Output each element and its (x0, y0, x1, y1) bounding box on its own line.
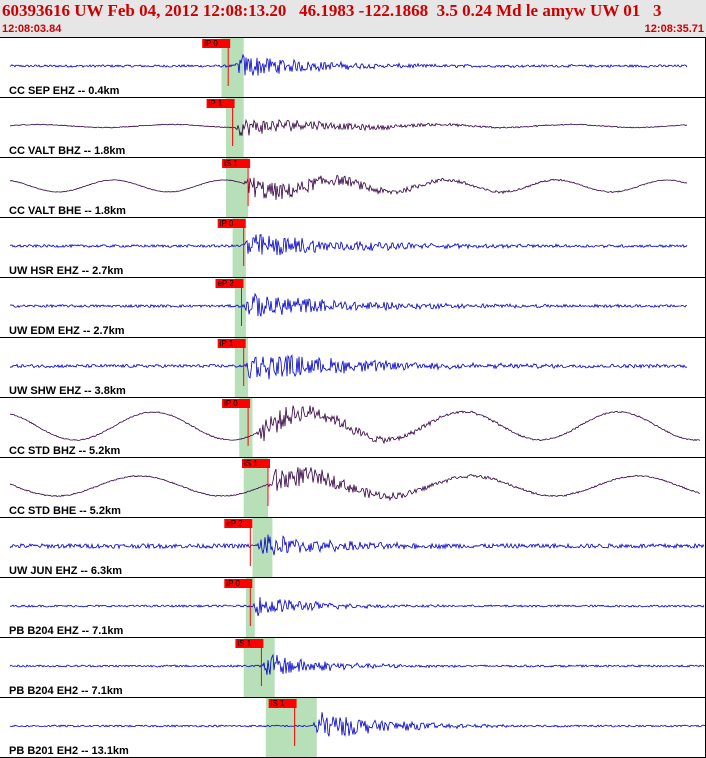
pick-label: iP 0 (220, 219, 234, 228)
waveform (9, 354, 688, 380)
pick-label: iP 0 (224, 399, 238, 408)
trace-panel-5: eP 2 UW EDM EHZ -- 2.7km (0, 278, 706, 338)
pick-tab (268, 699, 297, 708)
event-title: 60393616 UW Feb 04, 2012 12:08:13.20 46.… (2, 1, 662, 20)
waveform (9, 405, 701, 445)
trace-panel-8: iS 1 CC STD BHE -- 5.2km (0, 458, 706, 518)
trace-panel-10: iP 0 PB B204 EHZ -- 7.1km (0, 578, 706, 638)
pick-window (252, 518, 273, 578)
station-label: UW EDM EHZ -- 2.7km (9, 325, 125, 337)
window-start-time: 12:08:03.84 (2, 23, 62, 35)
pick-tab (217, 219, 246, 228)
pick-tab (206, 99, 235, 108)
pick-label: iS 1 (237, 639, 251, 648)
pick-label: iP 1 (209, 99, 223, 108)
pick-tab (224, 519, 253, 528)
trace-panel-7: iP 0 CC STD BHZ -- 5.2km (0, 398, 706, 458)
station-label: UW JUN EHZ -- 6.3km (9, 565, 122, 577)
station-label: PB B204 EH2 -- 7.1km (9, 685, 123, 697)
waveform (9, 534, 705, 556)
pick-window (221, 38, 244, 98)
station-label: CC STD BHZ -- 5.2km (9, 445, 120, 457)
station-label: CC VALT BHE -- 1.8km (9, 205, 126, 217)
pick-label: iS 1 (271, 699, 285, 708)
pick-label: iP 0 (204, 39, 218, 48)
station-label: CC SEP EHZ -- 0.4km (9, 85, 120, 97)
pick-tab (222, 399, 251, 408)
trace-panel-3: iS 1 CC VALT BHE -- 1.8km (0, 158, 706, 218)
pick-window (226, 98, 244, 158)
waveform (10, 174, 688, 201)
waveform (9, 53, 688, 76)
pick-label: iS 1 (244, 459, 258, 468)
waveform (9, 292, 688, 317)
station-label: PB B201 EH2 -- 13.1km (9, 745, 129, 757)
trace-panel-2: iP 1 CC VALT BHZ -- 1.8km (0, 98, 706, 158)
pick-tab (224, 579, 253, 588)
pick-tab (235, 639, 264, 648)
pick-window (232, 218, 246, 278)
station-label: UW SHW EHZ -- 3.8km (9, 385, 126, 397)
pick-label: iS 1 (224, 159, 238, 168)
waveform (9, 233, 688, 256)
pick-label: iP 0 (226, 579, 240, 588)
event-header: 60393616 UW Feb 04, 2012 12:08:13.20 46.… (0, 0, 706, 38)
pick-window (234, 278, 246, 338)
trace-panel-9: eP 2 UW JUN EHZ -- 6.3km (0, 518, 706, 578)
pick-window (234, 338, 249, 398)
pick-label: iP 1 (220, 339, 234, 348)
station-label: CC VALT BHZ -- 1.8km (9, 145, 126, 157)
pick-tab (222, 159, 251, 168)
pick-tab (215, 279, 244, 288)
station-label: UW HSR EHZ -- 2.7km (9, 265, 124, 277)
pick-label: eP 2 (218, 279, 235, 288)
pick-window (239, 398, 253, 458)
trace-panel-4: iP 0 UW HSR EHZ -- 2.7km (0, 218, 706, 278)
station-label: CC STD BHE -- 5.2km (9, 505, 121, 517)
waveform (9, 597, 705, 617)
pick-tab (242, 459, 270, 468)
seismogram-plot: iP 0 CC SEP EHZ -- 0.4km iP 1 CC VALT BHZ -… (0, 38, 706, 758)
trace-panel-6: iP 1 UW SHW EHZ -- 3.8km (0, 338, 706, 398)
trace-panel-11: iS 1 PB B204 EH2 -- 7.1km (0, 638, 706, 698)
waveform (9, 118, 688, 136)
trace-panel-1: iP 0 CC SEP EHZ -- 0.4km (0, 38, 706, 98)
pick-tab (202, 39, 231, 48)
station-label: PB B204 EHZ -- 7.1km (9, 625, 124, 637)
pick-window (226, 158, 249, 218)
pick-label: eP 2 (226, 519, 243, 528)
waveform (9, 712, 706, 737)
window-end-time: 12:08:35.71 (644, 23, 704, 35)
pick-tab (217, 339, 246, 348)
waveform (9, 467, 700, 502)
waveform (9, 653, 705, 675)
